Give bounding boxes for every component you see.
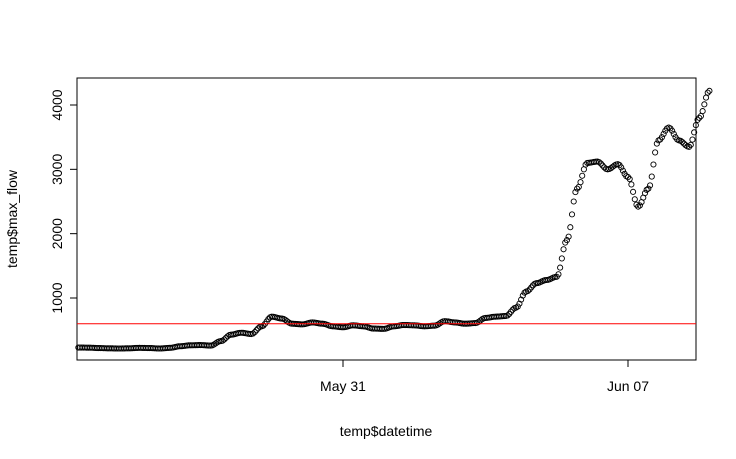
y-tick-label: 1000 bbox=[49, 282, 65, 313]
data-point bbox=[630, 188, 637, 195]
data-point bbox=[699, 108, 706, 115]
x-axis: May 31 Jun 07 bbox=[320, 360, 649, 394]
data-point bbox=[212, 340, 219, 347]
data-point bbox=[560, 246, 567, 253]
data-point bbox=[596, 159, 603, 166]
data-point bbox=[650, 161, 657, 168]
data-point bbox=[250, 330, 257, 337]
data-point bbox=[577, 179, 584, 186]
y-tick-label: 3000 bbox=[49, 154, 65, 185]
data-point bbox=[597, 160, 604, 167]
y-tick-label: 4000 bbox=[49, 89, 65, 120]
data-point bbox=[255, 325, 262, 332]
data-point bbox=[570, 198, 577, 205]
x-tick-label: Jun 07 bbox=[607, 378, 649, 394]
data-point bbox=[704, 89, 711, 96]
data-point bbox=[691, 129, 698, 136]
data-point bbox=[251, 329, 258, 336]
plot-frame bbox=[76, 77, 697, 361]
data-point bbox=[679, 138, 686, 146]
data-point bbox=[555, 271, 562, 278]
data-point bbox=[694, 116, 701, 123]
data-point bbox=[658, 134, 665, 141]
y-axis: 1000 2000 3000 4000 bbox=[49, 89, 77, 314]
data-point bbox=[599, 162, 606, 169]
y-tick-label: 2000 bbox=[49, 218, 65, 249]
data-point bbox=[572, 189, 579, 196]
data-point bbox=[636, 202, 643, 209]
data-point bbox=[628, 181, 635, 188]
data-point bbox=[687, 141, 694, 148]
data-point bbox=[696, 114, 703, 121]
data-point bbox=[567, 224, 574, 231]
data-point bbox=[645, 185, 652, 192]
data-point bbox=[669, 127, 676, 134]
data-point bbox=[519, 292, 526, 299]
data-point bbox=[253, 327, 260, 334]
data-point bbox=[518, 296, 525, 303]
data-point bbox=[260, 322, 267, 329]
data-point bbox=[660, 130, 667, 137]
data-point bbox=[514, 303, 521, 310]
data-point bbox=[631, 196, 638, 203]
data-point bbox=[568, 211, 576, 218]
data-point bbox=[633, 201, 640, 208]
data-point bbox=[635, 203, 642, 210]
data-point bbox=[670, 130, 677, 137]
data-point bbox=[574, 185, 581, 192]
data-point bbox=[516, 300, 523, 307]
data-point bbox=[618, 164, 625, 171]
y-axis-title: temp$max_flow bbox=[4, 169, 20, 268]
data-point bbox=[641, 190, 649, 197]
data-point bbox=[558, 255, 565, 262]
data-point bbox=[619, 167, 626, 174]
data-point bbox=[626, 175, 633, 183]
data-point bbox=[652, 149, 659, 156]
data-point bbox=[579, 172, 586, 179]
data-point bbox=[512, 304, 520, 311]
data-point bbox=[624, 173, 632, 181]
data-point bbox=[686, 143, 693, 150]
data-point bbox=[221, 336, 228, 343]
data-point bbox=[501, 313, 508, 320]
data-point bbox=[689, 136, 696, 143]
data-point bbox=[647, 182, 654, 189]
data-point bbox=[582, 161, 589, 168]
data-point bbox=[643, 186, 650, 193]
data-point bbox=[565, 233, 572, 240]
data-point bbox=[701, 101, 708, 108]
data-point bbox=[653, 140, 660, 147]
x-tick-label: May 31 bbox=[320, 378, 366, 394]
data-point bbox=[692, 122, 699, 129]
data-point bbox=[557, 264, 564, 271]
x-axis-title: temp$datetime bbox=[340, 423, 433, 439]
data-point bbox=[504, 312, 511, 319]
data-point bbox=[706, 87, 713, 94]
data-point bbox=[648, 173, 655, 180]
data-point bbox=[524, 287, 531, 295]
data-point bbox=[563, 237, 570, 244]
